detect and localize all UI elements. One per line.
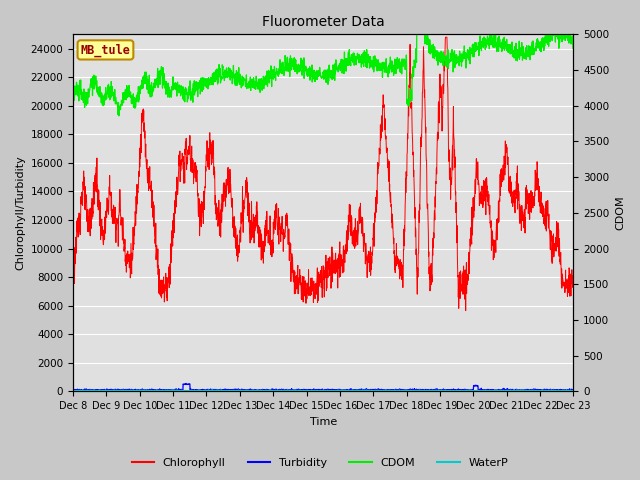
Text: MB_tule: MB_tule — [81, 43, 131, 57]
Legend: Chlorophyll, Turbidity, CDOM, WaterP: Chlorophyll, Turbidity, CDOM, WaterP — [127, 453, 513, 472]
Y-axis label: Chlorophyll/Turbidity: Chlorophyll/Turbidity — [15, 156, 25, 270]
Title: Fluorometer Data: Fluorometer Data — [262, 15, 385, 29]
Y-axis label: CDOM: CDOM — [615, 195, 625, 230]
X-axis label: Time: Time — [310, 417, 337, 427]
